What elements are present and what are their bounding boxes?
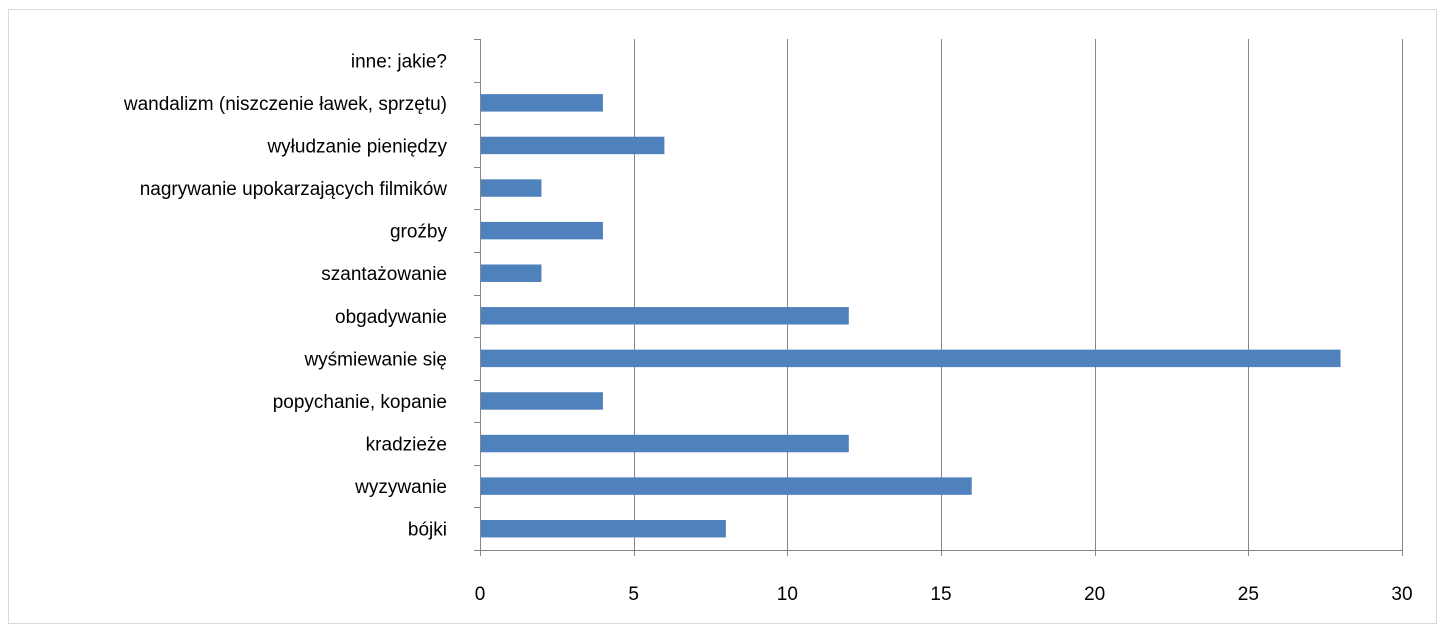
y-tick-label: wyzywanie [354, 477, 447, 498]
y-tick-label: wyśmiewanie się [303, 349, 447, 370]
bar [481, 221, 603, 240]
bar [481, 136, 665, 155]
x-tick-label: 30 [1391, 584, 1412, 605]
x-tick-label: 25 [1238, 584, 1259, 605]
y-tick-label: wyłudzanie pieniędzy [266, 136, 447, 157]
y-tick-label: kradzieże [366, 435, 447, 456]
bar [481, 349, 1341, 368]
bar [481, 307, 849, 325]
bar [481, 94, 603, 112]
y-tick-label: inne: jakie? [351, 51, 447, 72]
y-tick-label: groźby [390, 222, 448, 243]
x-tick-label: 20 [1084, 584, 1105, 605]
y-tick-label: wandalizm (niszczenie ławek, sprzętu) [123, 94, 447, 115]
x-tick-label: 5 [628, 584, 639, 605]
x-tick-label: 10 [777, 584, 798, 605]
y-tick-label: szantażowanie [321, 264, 447, 285]
bar [481, 264, 542, 282]
x-tick-label: 0 [475, 584, 486, 605]
bar [481, 519, 726, 538]
bar [481, 179, 542, 197]
y-tick-label: nagrywanie upokarzających filmików [140, 179, 448, 200]
x-tick-label: 15 [930, 584, 951, 605]
y-tick-label: bójki [408, 520, 447, 541]
y-tick-label: obgadywanie [335, 307, 447, 328]
y-tick-label: popychanie, kopanie [273, 392, 447, 413]
bar [481, 477, 972, 495]
bar [481, 434, 849, 453]
bar [481, 392, 603, 410]
